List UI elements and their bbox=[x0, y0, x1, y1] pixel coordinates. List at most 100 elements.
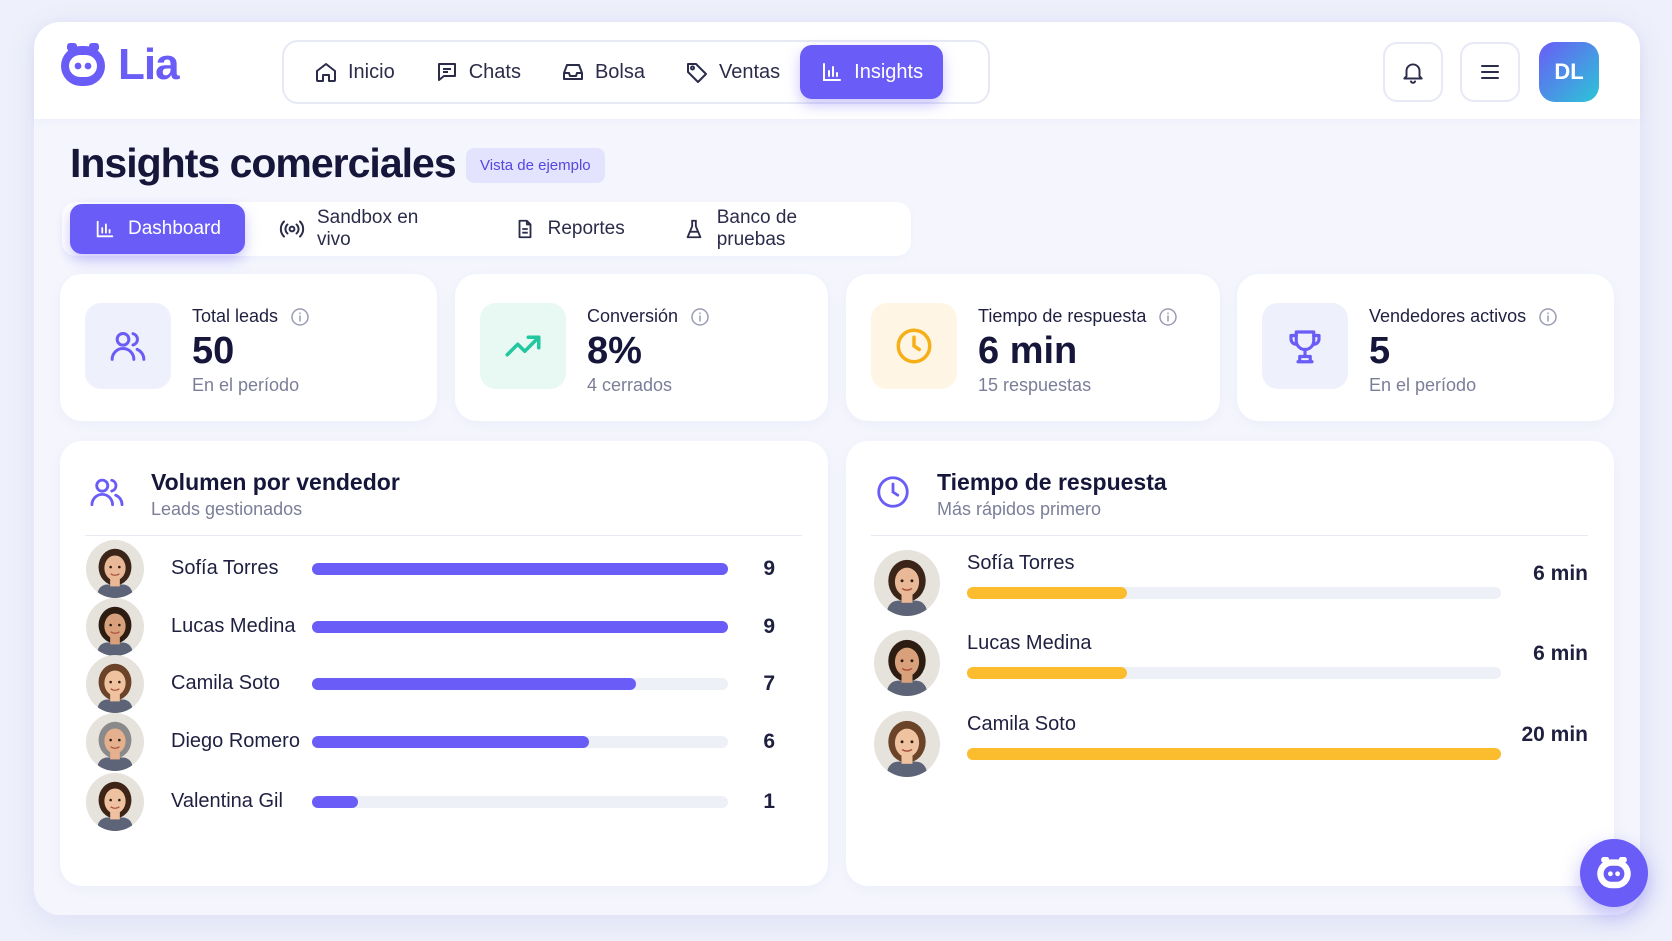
page-title: Insights comerciales bbox=[70, 140, 457, 186]
seller-avatar bbox=[86, 713, 144, 771]
notifications-button[interactable] bbox=[1383, 42, 1443, 102]
bar-fill bbox=[967, 587, 1128, 599]
response-panel: Tiempo de respuesta Más rápidos primero … bbox=[846, 441, 1614, 886]
divider bbox=[871, 535, 1588, 536]
tab-sandbox-en-vivo[interactable]: Sandbox en vivo bbox=[255, 204, 480, 254]
seller-name: Valentina Gil bbox=[171, 790, 283, 812]
info-icon[interactable] bbox=[690, 307, 710, 327]
panel-subtitle: Más rápidos primero bbox=[937, 499, 1102, 519]
bar-fill bbox=[312, 736, 590, 748]
stat-label-text: Total leads bbox=[192, 306, 279, 326]
bar-chart-icon bbox=[94, 218, 116, 240]
inbox-icon bbox=[561, 60, 585, 84]
nav-item-ventas[interactable]: Ventas bbox=[665, 45, 800, 99]
volume-panel: Volumen por vendedor Leads gestionados S… bbox=[60, 441, 828, 886]
stat-value: 5 bbox=[1369, 330, 1391, 372]
stat-label: Tiempo de respuesta bbox=[978, 306, 1178, 327]
hamburger-menu-icon bbox=[1478, 60, 1502, 84]
stat-label: Vendedores activos bbox=[1369, 306, 1558, 327]
nav-label: Insights bbox=[854, 60, 924, 83]
trophy-icon bbox=[1262, 303, 1348, 389]
info-icon[interactable] bbox=[290, 307, 310, 327]
bar-track bbox=[312, 621, 728, 633]
bar-track bbox=[967, 748, 1501, 760]
flask-icon bbox=[683, 218, 705, 240]
main-nav: Inicio Chats Bolsa Ventas Insights bbox=[282, 40, 990, 104]
nav-label: Bolsa bbox=[594, 60, 645, 83]
nav-item-insights[interactable]: Insights bbox=[800, 45, 944, 99]
tag-icon bbox=[685, 60, 709, 84]
seller-avatar bbox=[86, 598, 144, 656]
subtabs: Dashboard Sandbox en vivo Reportes Banco… bbox=[62, 202, 911, 256]
bar-fill bbox=[967, 667, 1128, 679]
seller-name: Diego Romero bbox=[171, 730, 300, 752]
tab-label: Sandbox en vivo bbox=[316, 207, 419, 250]
lia-logo-icon bbox=[58, 40, 108, 90]
stat-label-text: Conversión bbox=[587, 306, 679, 326]
seller-avatar bbox=[874, 630, 940, 696]
stat-card-vendedores-activos: Vendedores activos 5 En el período bbox=[1237, 274, 1614, 421]
stat-card-conversion: Conversión 8% 4 cerrados bbox=[455, 274, 828, 421]
response-time-value: 6 min bbox=[1533, 642, 1588, 665]
bar-track bbox=[312, 678, 728, 690]
seller-name: Camila Soto bbox=[967, 713, 1076, 735]
seller-avatar bbox=[86, 773, 144, 831]
panel-title: Volumen por vendedor bbox=[151, 469, 400, 495]
stat-value: 8% bbox=[587, 330, 642, 372]
chat-icon bbox=[435, 60, 459, 84]
seller-avatar bbox=[874, 550, 940, 616]
seller-name: Sofía Torres bbox=[171, 557, 279, 579]
response-time-value: 6 min bbox=[1533, 562, 1588, 585]
tab-label: Dashboard bbox=[128, 218, 221, 239]
nav-label: Chats bbox=[468, 60, 521, 83]
stat-label-text: Tiempo de respuesta bbox=[978, 306, 1147, 326]
seller-avatar bbox=[874, 711, 940, 777]
tab-label: Reportes bbox=[547, 218, 625, 239]
seller-name: Lucas Medina bbox=[171, 615, 296, 637]
seller-value: 7 bbox=[763, 672, 775, 695]
seller-value: 1 bbox=[763, 790, 775, 813]
seller-avatar bbox=[86, 540, 144, 598]
response-time-value: 20 min bbox=[1521, 723, 1588, 746]
stat-label: Conversión bbox=[587, 306, 710, 327]
bar-track bbox=[312, 563, 728, 575]
assistant-fab-button[interactable] bbox=[1580, 839, 1648, 907]
panel-subtitle: Leads gestionados bbox=[151, 499, 303, 519]
stat-subtext: 15 respuestas bbox=[978, 375, 1092, 395]
lia-bot-icon bbox=[1594, 853, 1634, 893]
document-icon bbox=[514, 218, 536, 240]
info-icon[interactable] bbox=[1158, 307, 1178, 327]
stat-card-total-leads: Total leads 50 En el período bbox=[60, 274, 437, 421]
bar-fill bbox=[967, 748, 1501, 760]
nav-item-inicio[interactable]: Inicio bbox=[294, 45, 415, 99]
tab-banco-de-pruebas[interactable]: Banco de pruebas bbox=[659, 204, 893, 254]
broadcast-icon bbox=[279, 218, 305, 240]
divider bbox=[85, 535, 802, 536]
user-avatar[interactable]: DL bbox=[1539, 42, 1599, 102]
clock-icon bbox=[871, 303, 957, 389]
seller-value: 6 bbox=[763, 730, 775, 753]
stat-subtext: 4 cerrados bbox=[587, 375, 673, 395]
logo[interactable]: Lia bbox=[58, 40, 180, 90]
logo-text: Lia bbox=[118, 40, 180, 89]
nav-item-bolsa[interactable]: Bolsa bbox=[541, 45, 665, 99]
info-icon[interactable] bbox=[1538, 307, 1558, 327]
seller-name: Sofía Torres bbox=[967, 552, 1075, 574]
menu-button[interactable] bbox=[1460, 42, 1520, 102]
bar-track bbox=[967, 667, 1501, 679]
users-icon bbox=[85, 303, 171, 389]
bar-track bbox=[312, 796, 728, 808]
tab-label: Banco de pruebas bbox=[716, 207, 798, 250]
seller-value: 9 bbox=[763, 557, 775, 580]
trending-up-icon bbox=[480, 303, 566, 389]
tab-reportes[interactable]: Reportes bbox=[490, 204, 649, 254]
stat-subtext: En el período bbox=[192, 375, 300, 395]
seller-avatar bbox=[86, 655, 144, 713]
nav-item-chats[interactable]: Chats bbox=[415, 45, 541, 99]
bar-fill bbox=[312, 678, 636, 690]
seller-name: Camila Soto bbox=[171, 672, 280, 694]
tab-dashboard[interactable]: Dashboard bbox=[70, 204, 245, 254]
panel-title: Tiempo de respuesta bbox=[937, 469, 1167, 495]
clock-icon bbox=[874, 473, 912, 511]
home-icon bbox=[314, 60, 338, 84]
